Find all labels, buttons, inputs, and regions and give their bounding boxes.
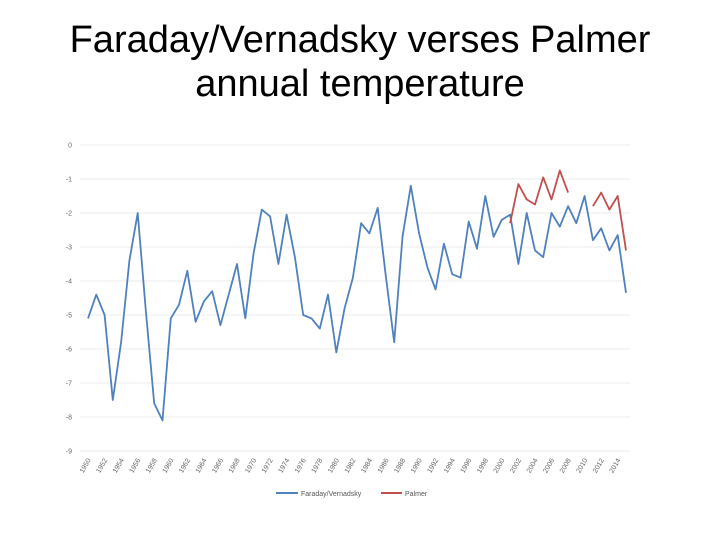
y-tick-label: -1 xyxy=(66,177,72,184)
x-tick-label: 1966 xyxy=(211,457,225,474)
x-tick-label: 1988 xyxy=(393,457,407,474)
x-tick-label: 1980 xyxy=(327,457,341,474)
x-tick-label: 1956 xyxy=(129,457,143,474)
x-tick-label: 2002 xyxy=(509,457,523,474)
slide-title-line-1: Faraday/Vernadsky verses Palmer xyxy=(69,19,651,61)
x-tick-label: 1960 xyxy=(162,457,176,474)
x-tick-label: 2014 xyxy=(609,457,623,474)
y-tick-label: 0 xyxy=(68,143,72,150)
x-tick-label: 1958 xyxy=(145,457,159,474)
series-lines xyxy=(87,169,627,422)
x-tick-label: 1974 xyxy=(278,457,292,474)
x-tick-label: 1992 xyxy=(427,457,441,474)
legend: Faraday/Vernadsky Palmer xyxy=(276,491,428,498)
x-tick-label: 2006 xyxy=(542,457,556,474)
x-tick-label: 1990 xyxy=(410,457,424,474)
y-tick-label: -3 xyxy=(66,245,72,252)
x-tick-label: 1954 xyxy=(112,457,126,474)
x-tick-label: 2010 xyxy=(575,457,589,474)
y-tick-label: -7 xyxy=(66,381,72,388)
x-tick-label: 2000 xyxy=(493,457,507,474)
y-tick-label: -8 xyxy=(66,415,72,422)
y-tick-label: -9 xyxy=(66,449,72,456)
x-tick-label: 1964 xyxy=(195,457,209,474)
x-tick-label: 2012 xyxy=(592,457,606,474)
y-tick-label: -2 xyxy=(66,211,72,218)
x-tick-label: 1952 xyxy=(95,457,109,474)
series-line-palmer xyxy=(592,191,627,251)
x-tick-label: 1970 xyxy=(244,457,258,474)
x-tick-label: 2008 xyxy=(559,457,573,474)
x-tick-label: 1994 xyxy=(443,457,457,474)
x-tick-label: 1976 xyxy=(294,457,308,474)
slide-title: Faraday/Vernadsky verses Palmer annual t… xyxy=(0,18,720,106)
x-tick-label: 1998 xyxy=(476,457,490,474)
y-tick-label: -5 xyxy=(66,313,72,320)
x-tick-label: 1962 xyxy=(178,457,192,474)
x-tick-label: 1984 xyxy=(360,457,374,474)
slide-title-line-2: annual temperature xyxy=(195,63,525,105)
x-tick-label: 1950 xyxy=(79,457,93,474)
legend-label-faraday-vernadsky: Faraday/Vernadsky xyxy=(301,491,362,498)
series-line-palmer xyxy=(509,169,569,224)
x-tick-label: 1972 xyxy=(261,457,275,474)
y-tick-label: -6 xyxy=(66,347,72,354)
x-tick-label: 1982 xyxy=(344,457,358,474)
x-tick-label: 2004 xyxy=(526,457,540,474)
y-tick-label: -4 xyxy=(66,279,72,286)
x-tick-label: 1996 xyxy=(460,457,474,474)
legend-label-palmer: Palmer xyxy=(405,491,428,498)
gridlines xyxy=(80,144,630,452)
x-tick-labels: 1950 1952 1954 1956 1958 1960 1962 1964 1966 1968… xyxy=(79,457,623,474)
series-line-faraday-vernadsky xyxy=(87,184,627,422)
x-tick-label: 1978 xyxy=(311,457,325,474)
y-tick-labels: 0 -1 -2 -3 -4 -5 -6 -7 -8 -9 xyxy=(66,143,72,456)
x-tick-label: 1968 xyxy=(228,457,242,474)
x-tick-label: 1986 xyxy=(377,457,391,474)
